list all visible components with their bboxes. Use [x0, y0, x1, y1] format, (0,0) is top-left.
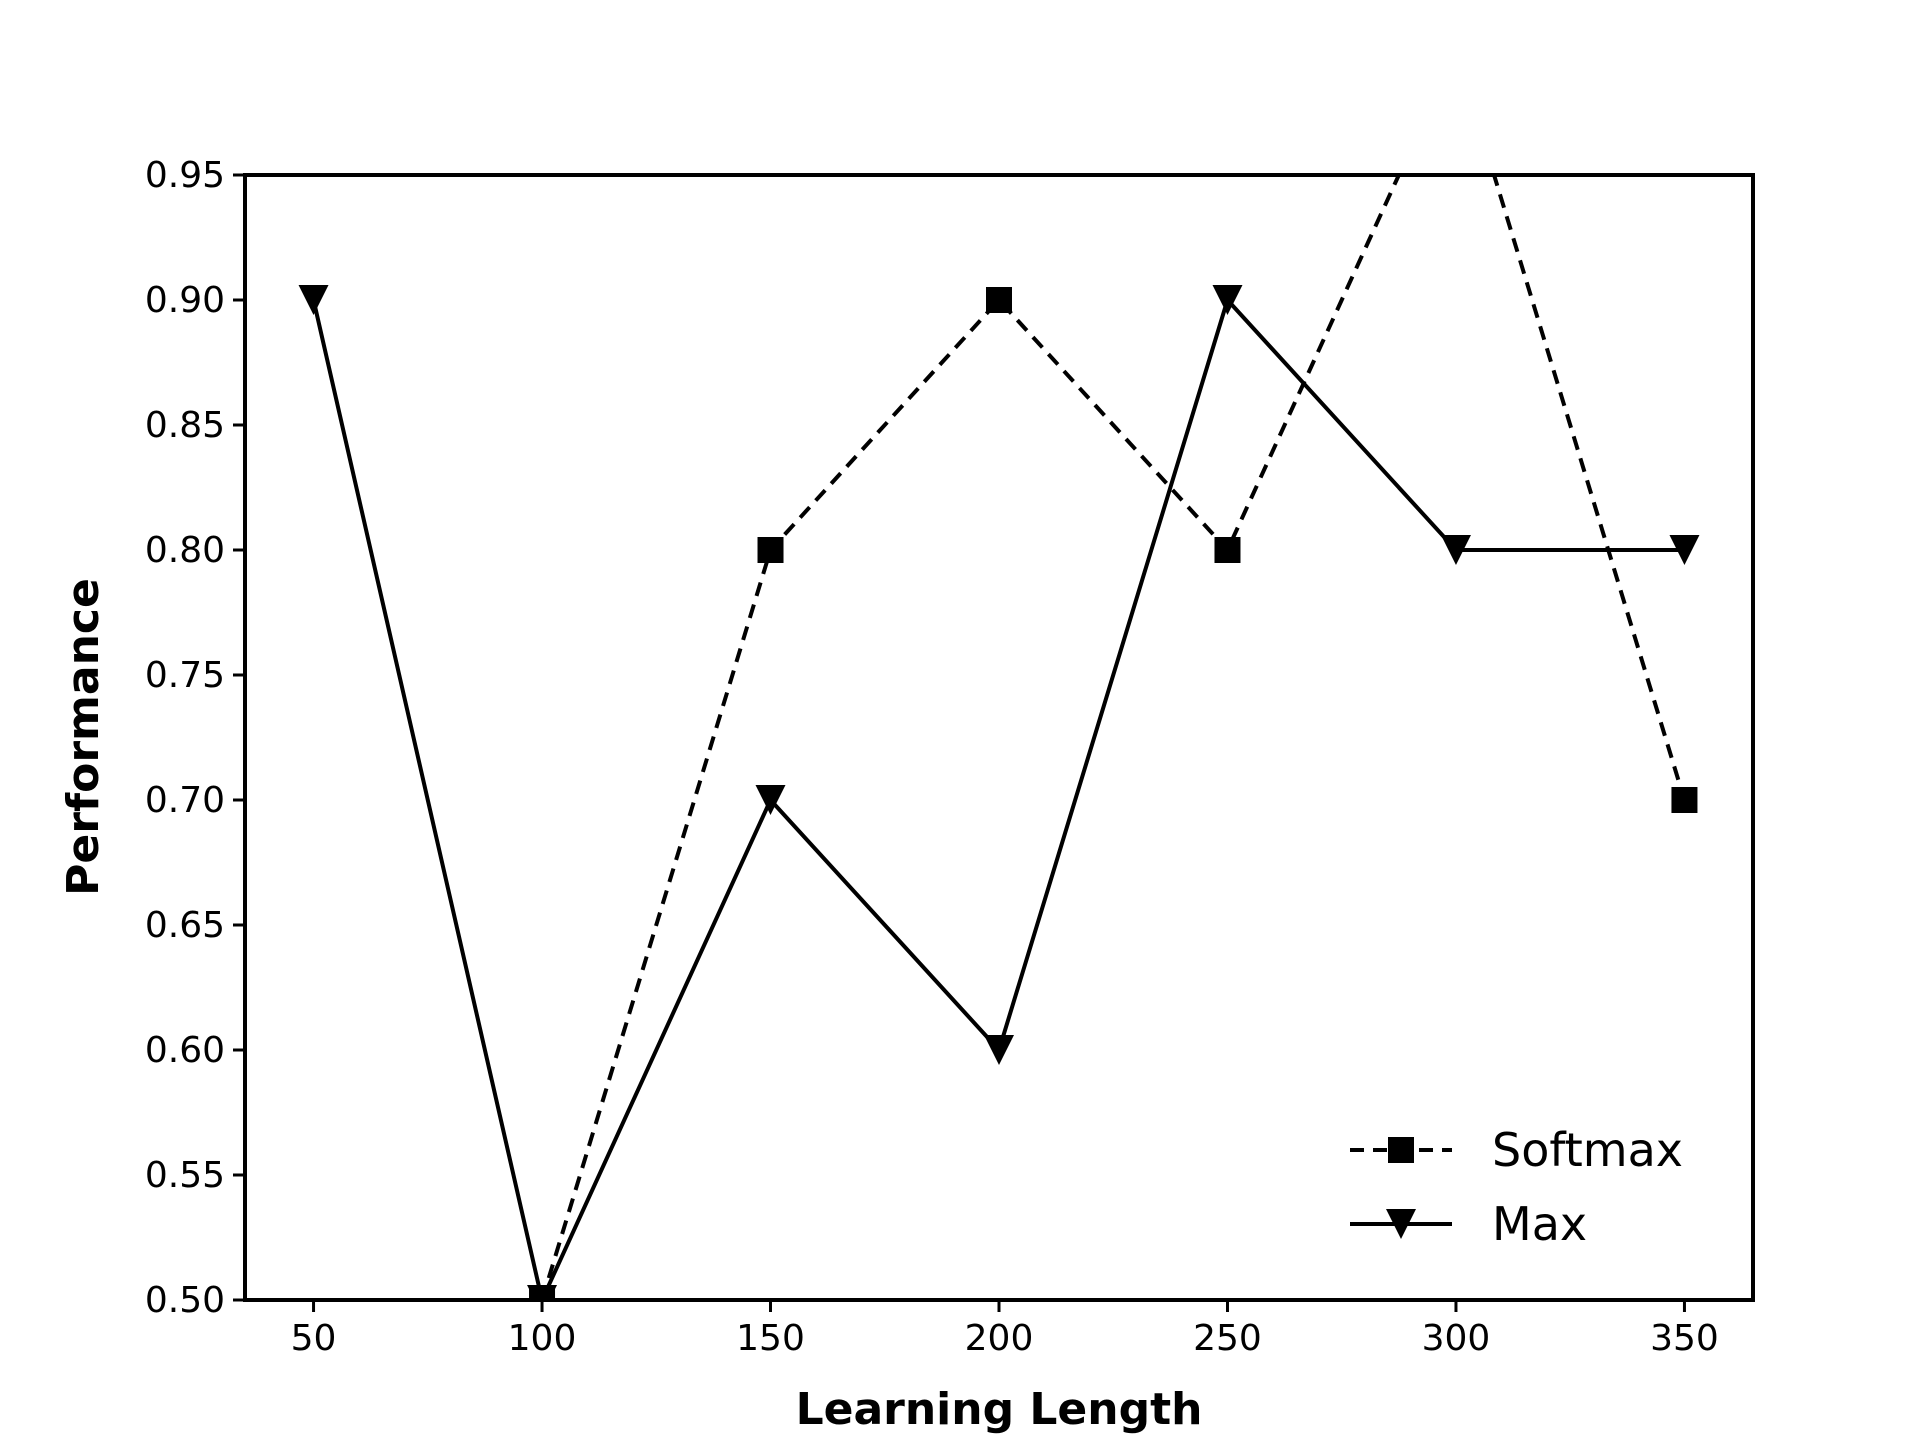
max-series-line: [311, 296, 1685, 1300]
y-tick-label: 0.70: [145, 780, 225, 821]
x-tick-label: 250: [1193, 1318, 1262, 1359]
x-tick-label: 350: [1650, 1318, 1719, 1359]
x-tick-label: 300: [1422, 1318, 1491, 1359]
x-tick-label: 150: [736, 1318, 805, 1359]
y-tick-label: 0.65: [145, 905, 225, 946]
max-data-point: [298, 285, 329, 315]
y-tick-label: 0.50: [145, 1280, 225, 1321]
x-tick-label: 50: [291, 1318, 337, 1359]
softmax-data-point: [1443, 37, 1469, 63]
max-data-point: [1212, 285, 1243, 315]
legend-entry-max: Max: [1350, 1197, 1587, 1251]
y-tick-label: 0.85: [145, 405, 225, 446]
x-axis: 50 100 150 200 250 300 350: [291, 1300, 1719, 1359]
legend-label-max: Max: [1492, 1197, 1587, 1251]
legend-marker-max: [1386, 1209, 1416, 1239]
x-tick-label: 100: [508, 1318, 577, 1359]
y-tick-label: 0.95: [145, 155, 225, 196]
y-tick-label: 0.60: [145, 1030, 225, 1071]
softmax-data-point: [986, 287, 1012, 313]
max-data-point: [1669, 535, 1700, 565]
legend: Softmax Max: [1350, 1123, 1683, 1251]
max-data-point: [1440, 535, 1471, 565]
y-tick-label: 0.55: [145, 1155, 225, 1196]
softmax-data-point: [757, 537, 784, 563]
y-axis-title: Performance: [58, 578, 109, 896]
y-tick-label: 0.75: [145, 655, 225, 696]
y-tick-label: 0.90: [145, 280, 225, 321]
legend-entry-softmax: Softmax: [1350, 1123, 1683, 1177]
y-axis: 0.50 0.55 0.60 0.65 0.70 0.75 0.80 0.85 0.90 0.95: [145, 155, 245, 1321]
x-tick-label: 200: [965, 1318, 1034, 1359]
y-tick-label: 0.80: [145, 530, 225, 571]
legend-label-softmax: Softmax: [1492, 1123, 1683, 1177]
legend-marker-softmax: [1388, 1137, 1414, 1163]
max-data-point: [527, 1285, 558, 1300]
softmax-data-point: [1214, 537, 1241, 563]
series-layer: [298, 37, 1700, 1300]
max-data-point: [755, 785, 786, 815]
x-axis-title: Learning Length: [796, 1384, 1203, 1435]
max-data-point: [984, 1035, 1014, 1065]
softmax-data-point: [1671, 787, 1698, 813]
